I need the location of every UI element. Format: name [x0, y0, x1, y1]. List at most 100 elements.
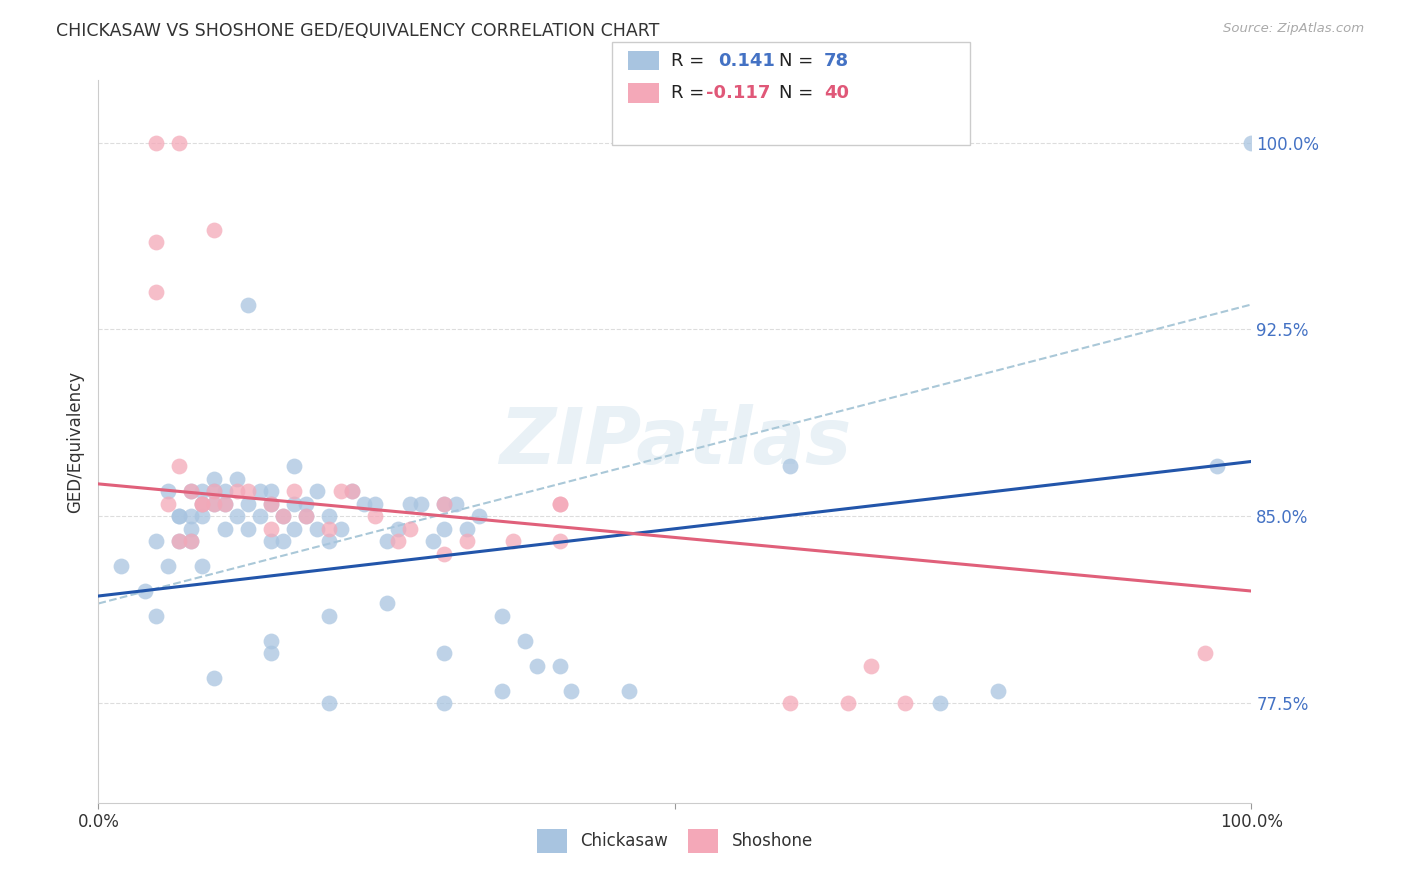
- Point: [167, 534, 190, 549]
- Point: [145, 285, 167, 299]
- Point: [225, 472, 247, 486]
- Point: [353, 497, 375, 511]
- Point: [191, 509, 214, 524]
- Point: [167, 459, 190, 474]
- Point: [145, 136, 167, 150]
- Point: [191, 497, 214, 511]
- Point: [318, 609, 340, 624]
- Point: [180, 534, 202, 549]
- Point: [214, 522, 236, 536]
- Point: [929, 696, 952, 710]
- Point: [364, 497, 387, 511]
- Point: [202, 223, 225, 237]
- Point: [180, 484, 202, 499]
- Point: [180, 484, 202, 499]
- Point: [398, 497, 420, 511]
- Point: [837, 696, 859, 710]
- Point: [283, 459, 305, 474]
- Point: [779, 696, 801, 710]
- Point: [214, 497, 236, 511]
- Point: [167, 509, 190, 524]
- Point: [491, 683, 513, 698]
- Point: [340, 484, 363, 499]
- Point: [283, 497, 305, 511]
- Point: [779, 459, 801, 474]
- Point: [491, 609, 513, 624]
- Text: N =: N =: [779, 84, 818, 102]
- Point: [295, 497, 318, 511]
- Point: [214, 484, 236, 499]
- Point: [167, 534, 190, 549]
- Point: [110, 559, 132, 574]
- Point: [444, 497, 467, 511]
- Text: R =: R =: [671, 52, 710, 70]
- Point: [295, 509, 318, 524]
- Point: [156, 484, 179, 499]
- Point: [202, 497, 225, 511]
- Point: [202, 484, 225, 499]
- Legend: Chickasaw, Shoshone: Chickasaw, Shoshone: [530, 822, 820, 860]
- Point: [260, 497, 283, 511]
- Point: [191, 497, 214, 511]
- Point: [283, 484, 305, 499]
- Text: CHICKASAW VS SHOSHONE GED/EQUIVALENCY CORRELATION CHART: CHICKASAW VS SHOSHONE GED/EQUIVALENCY CO…: [56, 22, 659, 40]
- Point: [548, 497, 571, 511]
- Point: [329, 484, 352, 499]
- Point: [202, 671, 225, 685]
- Point: [191, 484, 214, 499]
- Point: [295, 509, 318, 524]
- Point: [433, 497, 456, 511]
- Point: [375, 534, 398, 549]
- Point: [894, 696, 917, 710]
- Point: [260, 497, 283, 511]
- Point: [502, 534, 524, 549]
- Point: [318, 522, 340, 536]
- Point: [318, 696, 340, 710]
- Point: [859, 658, 882, 673]
- Point: [145, 609, 167, 624]
- Point: [318, 509, 340, 524]
- Point: [318, 534, 340, 549]
- Text: Source: ZipAtlas.com: Source: ZipAtlas.com: [1223, 22, 1364, 36]
- Point: [283, 522, 305, 536]
- Point: [260, 646, 283, 660]
- Point: [238, 297, 260, 311]
- Point: [433, 646, 456, 660]
- Point: [560, 683, 582, 698]
- Point: [387, 522, 409, 536]
- Point: [617, 683, 640, 698]
- Point: [513, 633, 536, 648]
- Point: [249, 484, 271, 499]
- Point: [202, 484, 225, 499]
- Point: [433, 696, 456, 710]
- Point: [456, 534, 478, 549]
- Point: [271, 509, 294, 524]
- Point: [468, 509, 491, 524]
- Point: [307, 522, 329, 536]
- Point: [202, 497, 225, 511]
- Point: [260, 633, 283, 648]
- Point: [375, 597, 398, 611]
- Point: [180, 522, 202, 536]
- Point: [433, 547, 456, 561]
- Point: [433, 497, 456, 511]
- Point: [191, 559, 214, 574]
- Text: -0.117: -0.117: [706, 84, 770, 102]
- Point: [238, 497, 260, 511]
- Point: [180, 534, 202, 549]
- Point: [433, 522, 456, 536]
- Point: [548, 658, 571, 673]
- Point: [249, 509, 271, 524]
- Point: [387, 534, 409, 549]
- Point: [364, 509, 387, 524]
- Text: ZIPatlas: ZIPatlas: [499, 403, 851, 480]
- Point: [340, 484, 363, 499]
- Point: [271, 534, 294, 549]
- Point: [238, 522, 260, 536]
- Y-axis label: GED/Equivalency: GED/Equivalency: [66, 370, 84, 513]
- Point: [225, 509, 247, 524]
- Point: [145, 235, 167, 250]
- Point: [260, 484, 283, 499]
- Point: [260, 522, 283, 536]
- Point: [987, 683, 1010, 698]
